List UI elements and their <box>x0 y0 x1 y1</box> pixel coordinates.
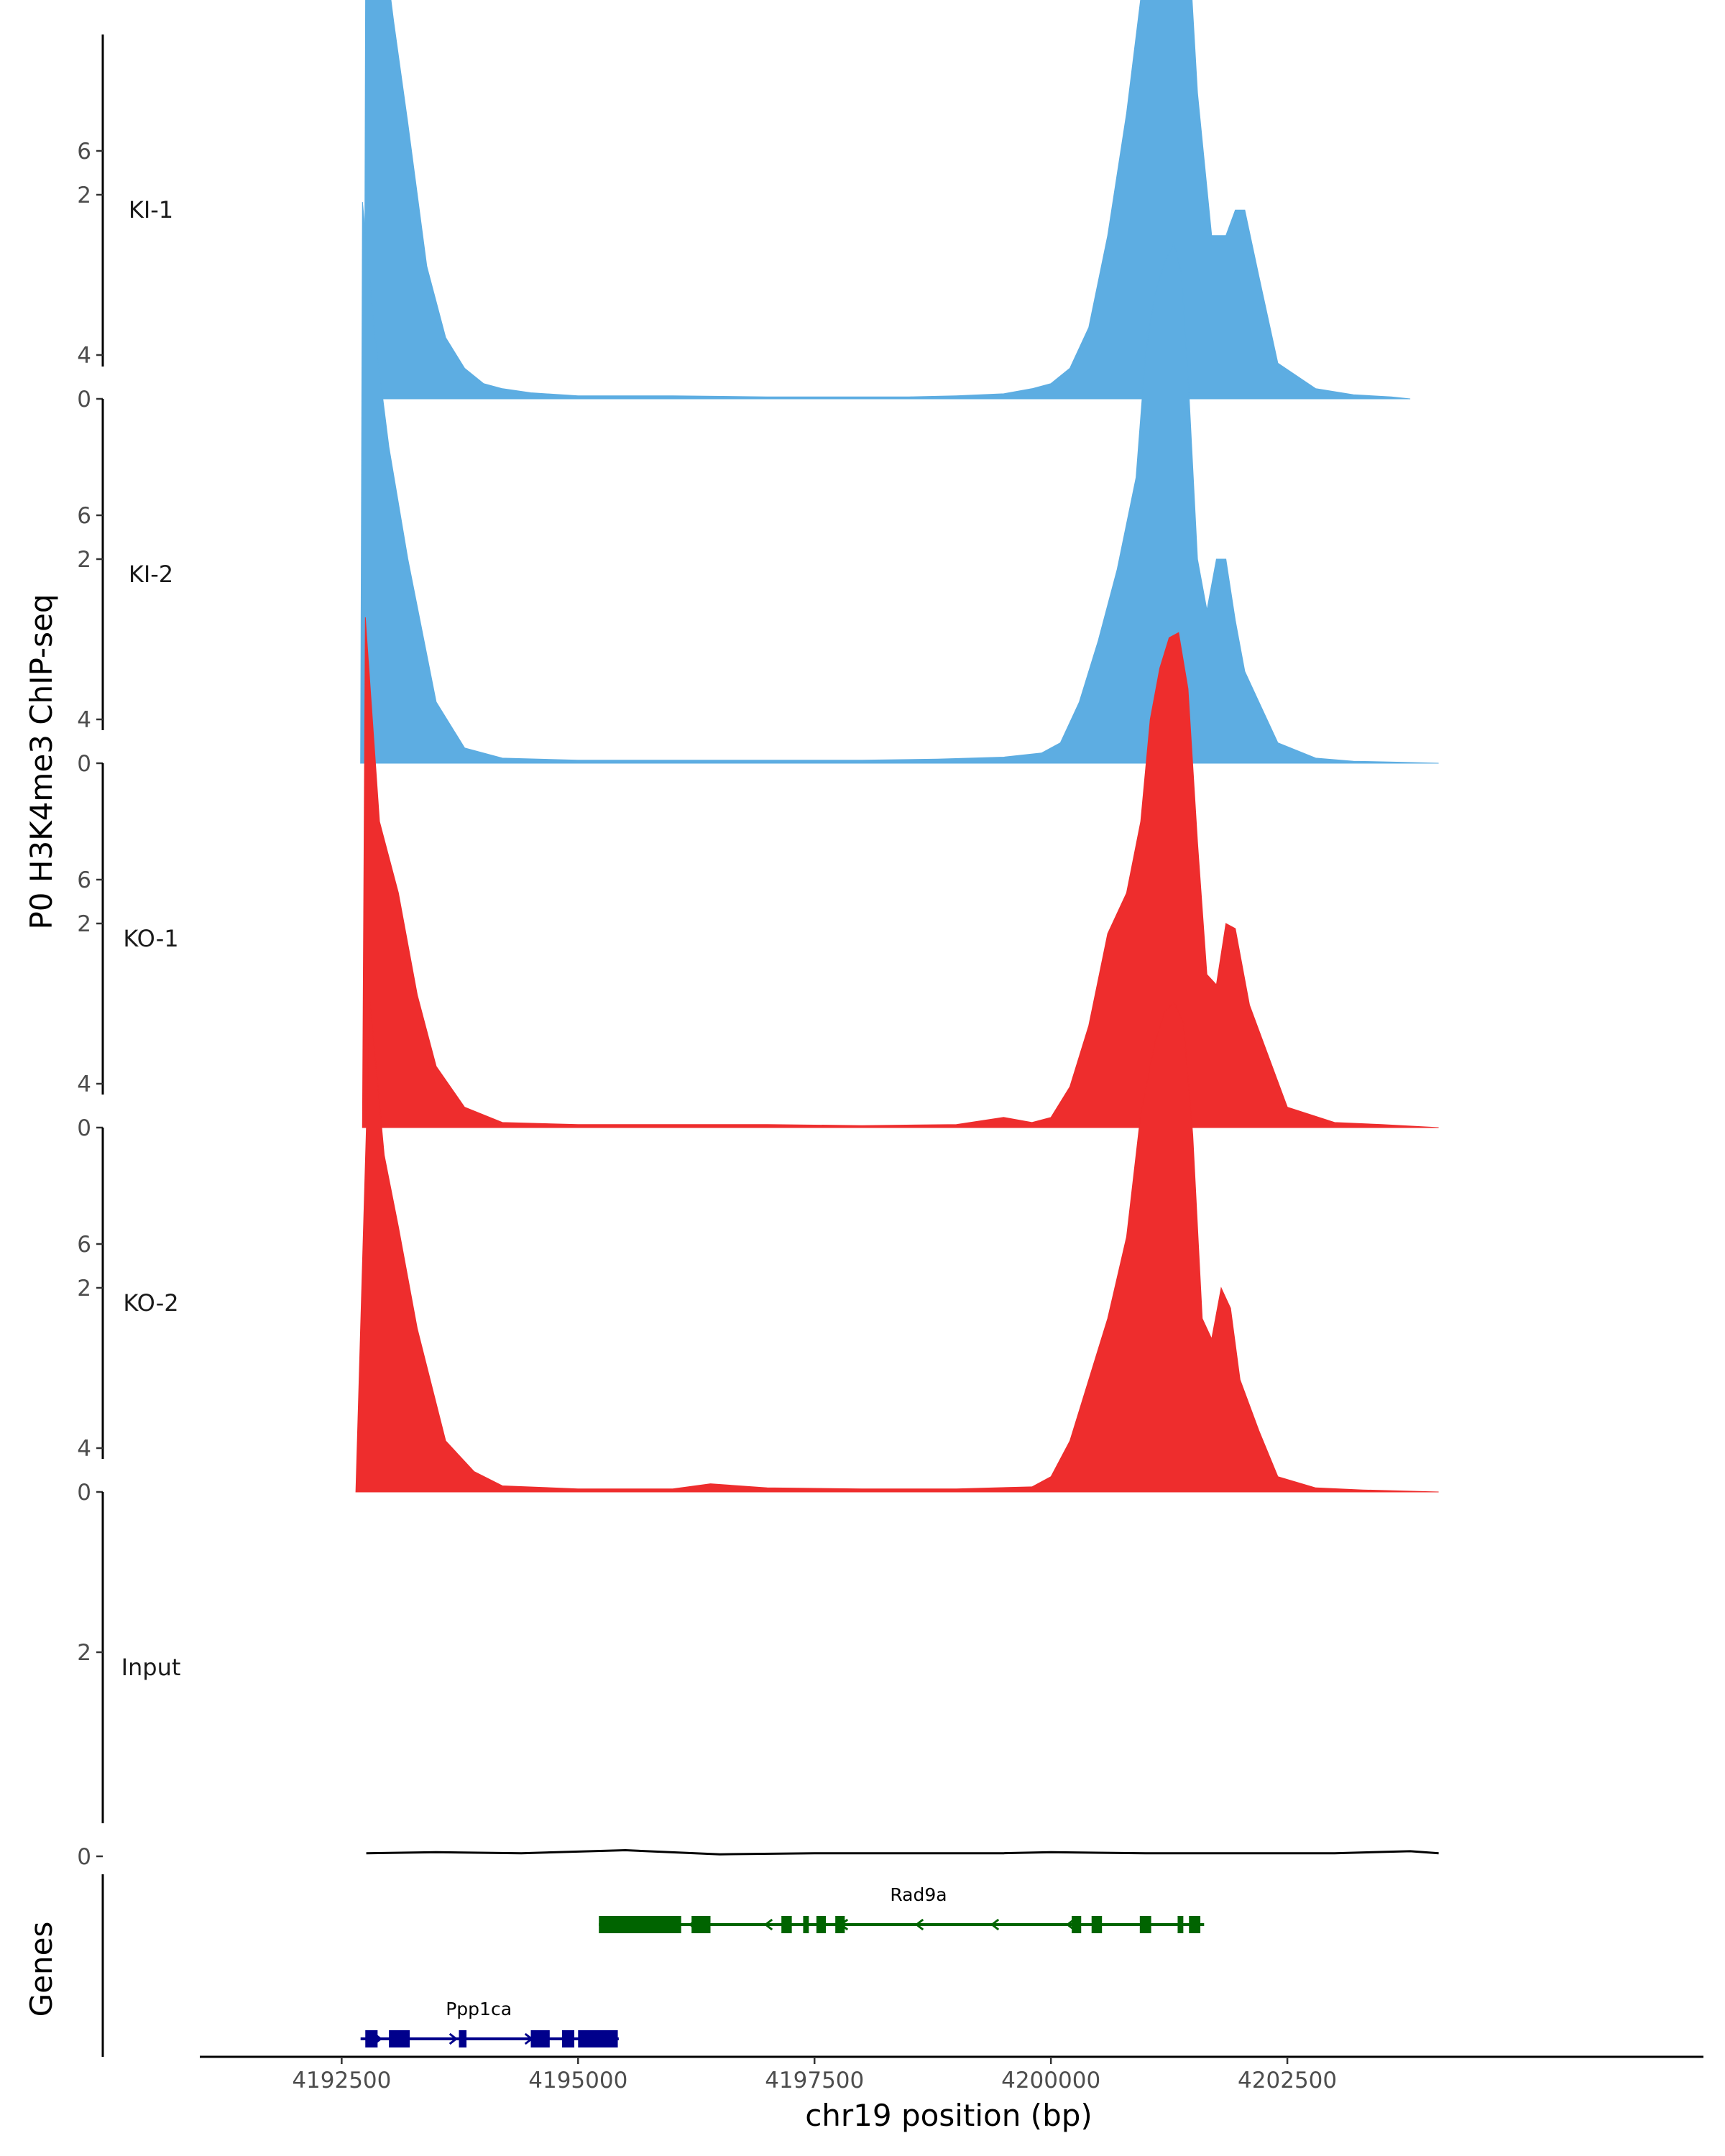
gene-exon <box>803 1916 809 1933</box>
x-tick-label: 4200000 <box>1001 2068 1100 2093</box>
strand-arrow <box>448 2032 459 2045</box>
y-tick-label: 4 <box>77 343 91 369</box>
y-tick-label: 0 <box>77 1115 91 1141</box>
y-tick-label: 4 <box>77 1072 91 1097</box>
gene-exon <box>578 2030 618 2047</box>
track-label: KI-2 <box>129 561 173 588</box>
x-axis: 4192500 4195000 4197500 4200000 4202500 <box>200 2055 1703 2093</box>
gene-exon <box>389 2030 410 2047</box>
strand-arrow <box>990 1918 1000 1931</box>
x-tick-label: 4197500 <box>765 2068 864 2093</box>
y-tick-label: 6 <box>77 503 91 529</box>
y-tick-label: 2 <box>77 1640 91 1666</box>
gene-exon <box>781 1916 792 1933</box>
gene-exon <box>365 2030 378 2047</box>
track-label: KI-1 <box>129 196 173 224</box>
y-tick-label: 2 <box>77 547 91 573</box>
y-tick-label: 0 <box>77 387 91 413</box>
gene-exon <box>459 2030 467 2047</box>
signal-line-input <box>366 1848 1439 1856</box>
y-tick-label: 2 <box>77 183 91 208</box>
gene-exon <box>691 1916 711 1933</box>
gene-exon <box>599 1916 681 1933</box>
gene-exon <box>816 1916 827 1933</box>
y-tick-label: 2 <box>77 911 91 937</box>
gene-exon <box>1072 1916 1082 1933</box>
track-ko-1: 0 2 4 6 KO-1 <box>77 503 1439 1141</box>
y-tick-label: 6 <box>77 139 91 165</box>
y-tick-label: 2 <box>77 1276 91 1302</box>
signal-area-ki-1 <box>364 0 1411 400</box>
genes-track-title: Genes <box>24 1922 59 2017</box>
gene-ppp1ca: Ppp1ca <box>360 1999 619 2047</box>
x-axis-title: chr19 position (bp) <box>805 2098 1092 2133</box>
y-tick-label: 0 <box>77 1844 91 1870</box>
gene-exon <box>1091 1916 1103 1933</box>
y-tick-label: 6 <box>77 1232 91 1258</box>
gene-exon <box>1189 1916 1201 1933</box>
gene-exon <box>530 2030 550 2047</box>
track-label: KO-1 <box>123 925 178 952</box>
signal-tracks: 0246KI-10246KI-20246KO-10246KO-20246Inpu… <box>77 0 1439 1870</box>
track-ko-2: 0 2 4 6 KO-2 <box>77 867 1439 1506</box>
gene-exon <box>835 1916 845 1933</box>
y-tick-label: 0 <box>77 751 91 777</box>
y-tick-label: 4 <box>77 0 91 4</box>
gene-name-label: Rad9a <box>890 1884 947 1905</box>
genes-track: Rad9a Ppp1ca <box>101 1874 1205 2057</box>
x-tick-label: 4202500 <box>1238 2068 1337 2093</box>
gene-exon <box>1177 1916 1184 1933</box>
strand-arrow <box>763 1918 773 1931</box>
strand-arrow <box>914 1918 924 1931</box>
gene-name-label: Ppp1ca <box>446 1999 512 2019</box>
gene-exon <box>561 2030 575 2047</box>
signal-area-ki-2 <box>360 201 1439 764</box>
gene-rad9a: Rad9a <box>599 1884 1205 1933</box>
y-axis-title: P0 H3K4me3 ChIP-seq <box>24 594 59 929</box>
y-tick-label: 4 <box>77 707 91 733</box>
track-label: KO-2 <box>123 1289 178 1317</box>
track-ki-2: 0 2 4 6 KI-2 <box>77 139 1439 777</box>
track-input: 0 2 4 6 Input <box>77 1232 1439 1870</box>
x-tick-label: 4195000 <box>528 2068 627 2093</box>
track-ki-1: 0 2 4 6 KI-1 <box>77 0 1411 413</box>
signal-area-ko-1 <box>362 617 1439 1128</box>
gene-exon <box>1139 1916 1151 1933</box>
track-label: Input <box>121 1654 181 1681</box>
signal-area-ko-2 <box>355 1001 1439 1493</box>
x-tick-label: 4192500 <box>292 2068 391 2093</box>
y-tick-label: 0 <box>77 1480 91 1506</box>
y-tick-label: 4 <box>77 1436 91 1462</box>
y-tick-label: 6 <box>77 867 91 893</box>
